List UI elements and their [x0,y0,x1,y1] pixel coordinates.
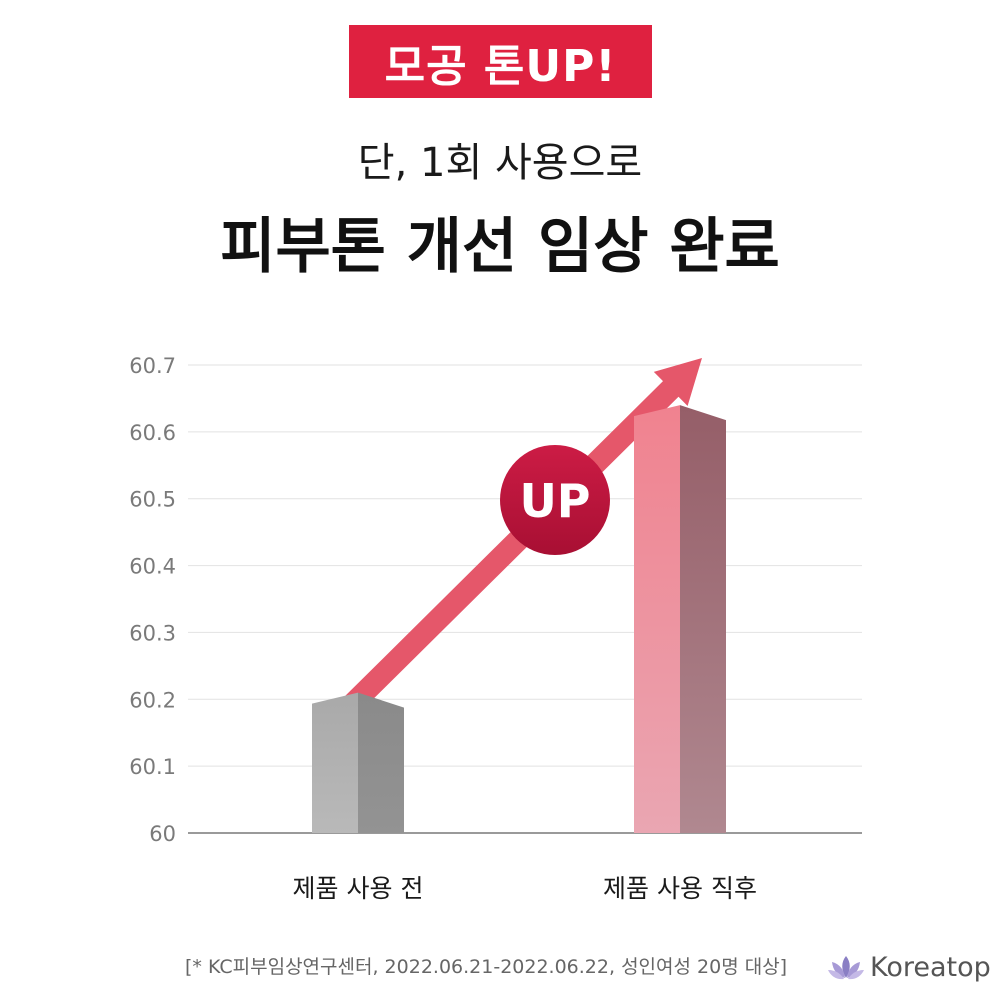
source-footnote: [* KC피부임상연구센터, 2022.06.21-2022.06.22, 성인… [185,956,788,978]
up-circle [500,445,610,555]
bar-side-face [680,405,726,833]
lotus-icon [828,955,864,979]
y-tick-label: 60.3 [129,621,176,645]
bar-front-face [634,405,680,833]
bar-side-face [358,692,404,833]
y-tick-label: 60.7 [129,354,176,378]
y-tick-label: 60.6 [129,421,176,445]
y-tick-label: 60 [149,822,176,846]
x-category-label: 제품 사용 직후 [603,874,757,903]
bar [312,692,404,833]
y-tick-label: 60.4 [129,555,176,579]
x-category-label: 제품 사용 전 [293,874,424,903]
up-badge: UP [500,445,610,555]
y-tick-label: 60.1 [129,755,176,779]
brand-logo: Koreatop [828,952,991,983]
y-tick-label: 60.2 [129,688,176,712]
subtitle: 단, 1회 사용으로 [357,140,643,186]
bar-front-face [312,692,358,833]
bar [634,405,726,833]
main-title: 피부톤 개선 임상 완료 [220,212,780,282]
headline-badge: 모공 톤UP! [349,25,652,98]
y-tick-label: 60.5 [129,488,176,512]
up-label: UP [519,474,590,528]
brand-name: Koreatop [870,952,991,983]
